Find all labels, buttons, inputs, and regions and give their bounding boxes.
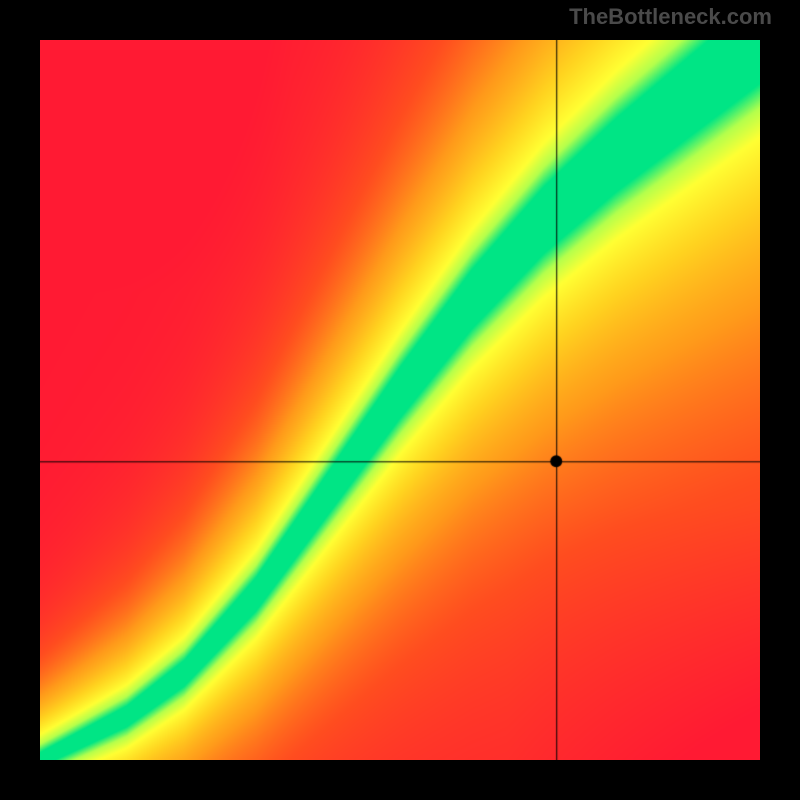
- heatmap-canvas: [40, 40, 760, 760]
- watermark: TheBottleneck.com: [569, 4, 772, 30]
- chart-container: TheBottleneck.com: [0, 0, 800, 800]
- plot-area: [40, 40, 760, 760]
